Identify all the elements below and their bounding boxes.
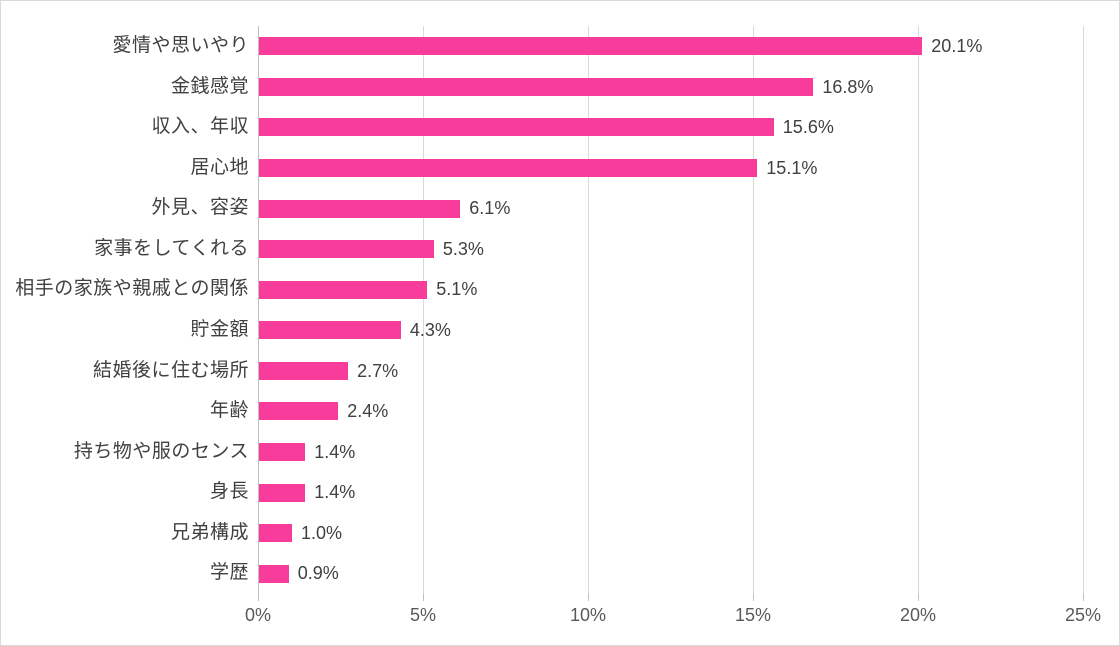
x-axis-tick-label: 5% [409, 605, 436, 625]
category-label: 相手の家族や親戚との関係 [15, 278, 249, 300]
data-label: 20.1% [931, 36, 983, 56]
x-axis-tick-10% [588, 594, 589, 601]
x-axis-tick-20% [918, 594, 919, 601]
data-label: 15.1% [766, 157, 818, 178]
data-label: 16.8% [822, 76, 874, 97]
category-label: 持ち物や服のセンス [73, 440, 249, 462]
data-label: 1.4% [314, 441, 356, 462]
data-label: 1.4% [314, 482, 356, 503]
x-axis-tick-label: 15% [734, 605, 772, 625]
x-axis-tick-5% [423, 594, 424, 601]
bar-結婚後に住む場所 [259, 361, 349, 380]
bar-相手の家族や親戚との関係 [259, 280, 428, 299]
category-label: 年齢 [209, 400, 249, 422]
data-label: 2.4% [347, 401, 389, 422]
category-label: 身長 [209, 481, 249, 503]
gridline-25% [1083, 26, 1084, 594]
bar-家事をしてくれる [259, 240, 434, 259]
category-label: 愛情や思いやり [112, 35, 249, 56]
x-axis-tick-0% [258, 594, 259, 601]
x-axis-tick-label: 0% [244, 605, 271, 625]
data-label: 4.3% [409, 320, 451, 340]
category-label: 家事をしてくれる [94, 237, 249, 259]
category-label: 貯金額 [190, 319, 249, 340]
gridline-5% [423, 26, 424, 594]
gridline-10% [588, 26, 589, 594]
bar-貯金額 [259, 321, 401, 340]
data-label: 5.1% [436, 279, 478, 300]
bar-外見、容姿 [259, 199, 461, 218]
gridline-0% [258, 26, 259, 594]
data-label: 6.1% [469, 198, 511, 219]
gridline-15% [753, 26, 754, 594]
x-axis-tick-15% [753, 594, 754, 601]
gridline-20% [918, 26, 919, 594]
bar-身長 [259, 483, 306, 502]
category-label: 金銭感覚 [170, 75, 249, 97]
bar-年齢 [259, 402, 339, 421]
x-axis-tick-label: 10% [569, 605, 607, 625]
x-axis-tick-label: 20% [899, 605, 937, 625]
bar-愛情や思いやり [259, 37, 923, 56]
data-label: 2.7% [357, 360, 399, 381]
bar-学歴 [259, 564, 289, 583]
data-label: 0.9% [297, 563, 339, 584]
category-label: 外見、容姿 [151, 197, 249, 219]
category-label: 居心地 [190, 156, 249, 178]
category-label: 結婚後に住む場所 [92, 359, 249, 381]
category-label: 兄弟構成 [170, 521, 249, 543]
data-label: 15.6% [782, 117, 834, 138]
category-label: 収入、年収 [151, 116, 249, 138]
bar-持ち物や服のセンス [259, 443, 306, 461]
x-axis-tick-label: 25% [1064, 605, 1102, 625]
bar-収入、年収 [259, 118, 774, 137]
x-axis-tick-25% [1083, 594, 1084, 601]
data-label: 5.3% [442, 238, 484, 259]
category-label: 学歴 [209, 562, 249, 584]
bar-金銭感覚 [259, 77, 814, 96]
bar-居心地 [259, 159, 758, 177]
bar-兄弟構成 [259, 524, 292, 543]
data-label: 1.0% [301, 522, 343, 543]
